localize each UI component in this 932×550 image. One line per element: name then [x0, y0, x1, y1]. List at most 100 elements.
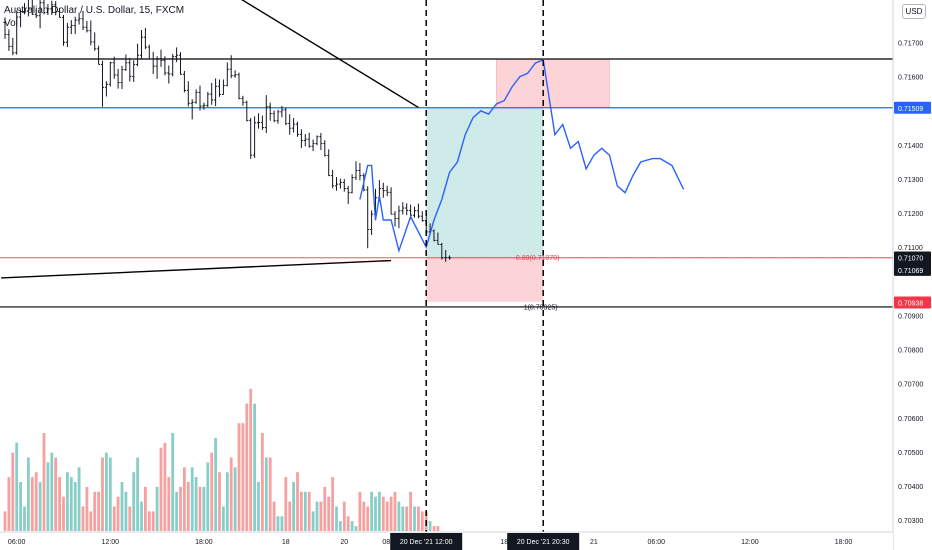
price-badge[interactable]: 0.70938: [894, 296, 931, 309]
volume-bar: [385, 501, 389, 531]
time-highlight-label: 20 Dec '21 20:30: [517, 539, 570, 546]
candle: [440, 242, 444, 260]
volume-bar: [206, 462, 210, 531]
candle: [370, 210, 374, 235]
volume-bar: [186, 482, 190, 531]
chart-legend: Australian Dollar / U.S. Dollar, 15, FXC…: [4, 4, 184, 30]
candle: [311, 139, 315, 152]
candle: [338, 178, 342, 189]
volume-bar: [163, 442, 167, 531]
volume-bar: [413, 506, 416, 531]
volume-bar: [303, 491, 307, 531]
price-badge-label: 0.70938: [898, 300, 923, 307]
volume-bar: [229, 457, 233, 531]
volume-bar: [112, 506, 116, 531]
volume-bar: [19, 482, 22, 531]
volume-bar: [249, 388, 253, 531]
volume-bar: [288, 501, 292, 531]
volume-bar: [268, 457, 272, 531]
volume-bar: [378, 491, 381, 531]
time-tick-label: 21: [590, 539, 598, 546]
volume-bar: [136, 457, 139, 531]
candle: [151, 51, 155, 75]
volume-bar: [198, 486, 202, 531]
volume-bar: [38, 482, 42, 531]
volume-bar: [151, 511, 155, 531]
candle: [249, 117, 253, 159]
candle: [331, 169, 335, 189]
volume-bar: [417, 506, 420, 531]
candle: [155, 56, 159, 79]
candle: [225, 62, 229, 87]
volume-bar: [116, 496, 120, 531]
price-badge[interactable]: 0.71069: [894, 263, 931, 276]
projection-path[interactable]: [359, 58, 685, 254]
volume-bar: [323, 486, 327, 531]
volume-bar: [147, 511, 151, 531]
candle: [393, 211, 397, 227]
volume-bar: [167, 477, 171, 531]
candle: [23, 3, 26, 15]
candle: [448, 255, 452, 260]
volume-bar: [218, 472, 221, 531]
time-highlight-badge[interactable]: 20 Dec '21 20:30: [507, 533, 580, 550]
candle: [128, 57, 132, 82]
price-badge-bg: [894, 263, 931, 276]
candle: [26, 0, 30, 17]
volume-label: Vol: [4, 18, 18, 29]
volume-bar: [245, 403, 249, 531]
volume-bar: [253, 403, 256, 531]
volume-bar: [397, 501, 401, 531]
volume-bar: [7, 477, 11, 531]
volume-bar: [159, 447, 163, 531]
fib-label: 1(0.70925): [524, 304, 558, 311]
currency-badge[interactable]: USD: [902, 4, 926, 19]
price-badge[interactable]: 0.71509: [894, 101, 931, 114]
volume-bar: [432, 526, 436, 531]
candle: [257, 113, 260, 129]
candle: [175, 47, 179, 63]
volume-bar: [389, 496, 393, 531]
descending-trend-line[interactable]: [212, 0, 419, 109]
volume-bar: [358, 491, 362, 531]
volume-bar: [46, 462, 50, 531]
volume-bar: [58, 477, 61, 531]
candle: [97, 45, 101, 65]
horizontal-lines: [0, 58, 893, 308]
volume-bar: [210, 452, 214, 531]
candle: [420, 211, 424, 222]
candle: [272, 110, 276, 123]
candle: [182, 70, 186, 93]
time-axis: 06:0012:0018:00182008:30182106:0012:0018…: [0, 531, 893, 550]
ascending-trend-line[interactable]: [1, 259, 392, 279]
candle: [101, 60, 104, 107]
candle: [366, 186, 370, 249]
volume-bar: [30, 477, 34, 531]
volume-bar: [296, 472, 299, 531]
time-highlight-badge[interactable]: 20 Dec '21 12:00: [390, 533, 463, 550]
volume-bar: [276, 516, 280, 531]
candle: [354, 161, 358, 181]
stop-loss-box[interactable]: [426, 257, 544, 302]
candle: [389, 187, 393, 215]
candle: [65, 22, 69, 48]
upper-risk-box[interactable]: [496, 58, 610, 109]
candle: [124, 54, 128, 71]
candle: [284, 107, 288, 126]
volume-bar: [327, 496, 331, 531]
candle: [385, 185, 389, 197]
price-tick-label: 0.70800: [898, 348, 923, 355]
candle: [214, 78, 218, 107]
volume-bar: [350, 521, 354, 531]
volume-bar: [370, 491, 373, 531]
candle: [280, 106, 284, 118]
candle: [190, 99, 194, 120]
candle: [7, 29, 11, 51]
candle: [444, 249, 448, 262]
profit-zone-box[interactable]: [426, 107, 544, 258]
volume-bar: [105, 452, 108, 531]
volume-bar: [335, 506, 338, 531]
volume-bar: [311, 511, 315, 531]
candle: [432, 229, 436, 242]
